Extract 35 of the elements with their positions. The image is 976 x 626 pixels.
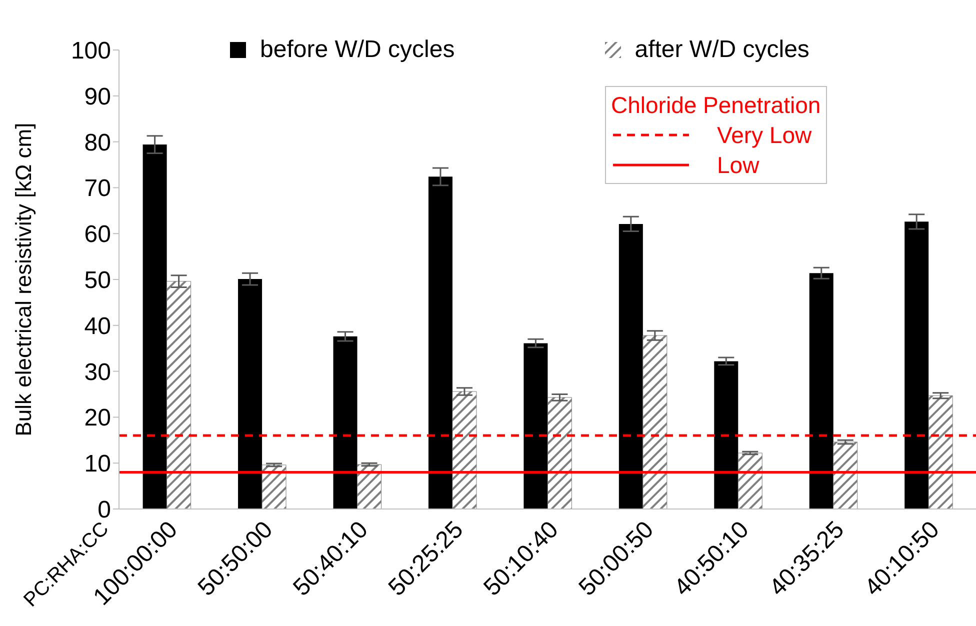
- bar: [809, 273, 834, 509]
- y-tick-label: 100: [70, 38, 111, 65]
- bar: [524, 343, 548, 509]
- bar: [547, 397, 572, 509]
- bar: [357, 464, 382, 509]
- legend-label: Low: [717, 152, 760, 178]
- y-tick-label: 70: [84, 175, 111, 202]
- y-tick-label: 80: [84, 129, 111, 156]
- y-tick-label: 0: [98, 496, 111, 524]
- y-tick-label: 50: [84, 267, 111, 294]
- bar: [166, 281, 192, 509]
- y-tick-label: 60: [84, 221, 111, 248]
- y-tick-label: 40: [84, 312, 111, 340]
- bar: [833, 442, 858, 509]
- legend-title: Chloride Penetration: [611, 92, 821, 118]
- y-tick-label: 20: [84, 404, 111, 432]
- y-tick-label: 30: [84, 358, 111, 386]
- y-tick-label: 90: [84, 83, 111, 110]
- legend-label: Very Low: [717, 122, 812, 148]
- bar: [428, 176, 452, 509]
- bar: [452, 391, 477, 509]
- bar: [618, 224, 643, 509]
- bar: [142, 144, 167, 509]
- y-tick-label: 10: [84, 450, 111, 478]
- bar: [642, 335, 668, 509]
- bar: [238, 279, 262, 509]
- bar: [714, 361, 738, 509]
- legend-label: before W/D cycles: [260, 36, 455, 64]
- bar: [262, 464, 286, 509]
- y-axis-title: Bulk electrical resistivity [kΩ cm]: [10, 122, 36, 436]
- legend-label: after W/D cycles: [634, 36, 810, 64]
- bar: [904, 222, 929, 509]
- bar: [333, 336, 358, 509]
- bar: [928, 395, 953, 509]
- bar: [738, 452, 762, 509]
